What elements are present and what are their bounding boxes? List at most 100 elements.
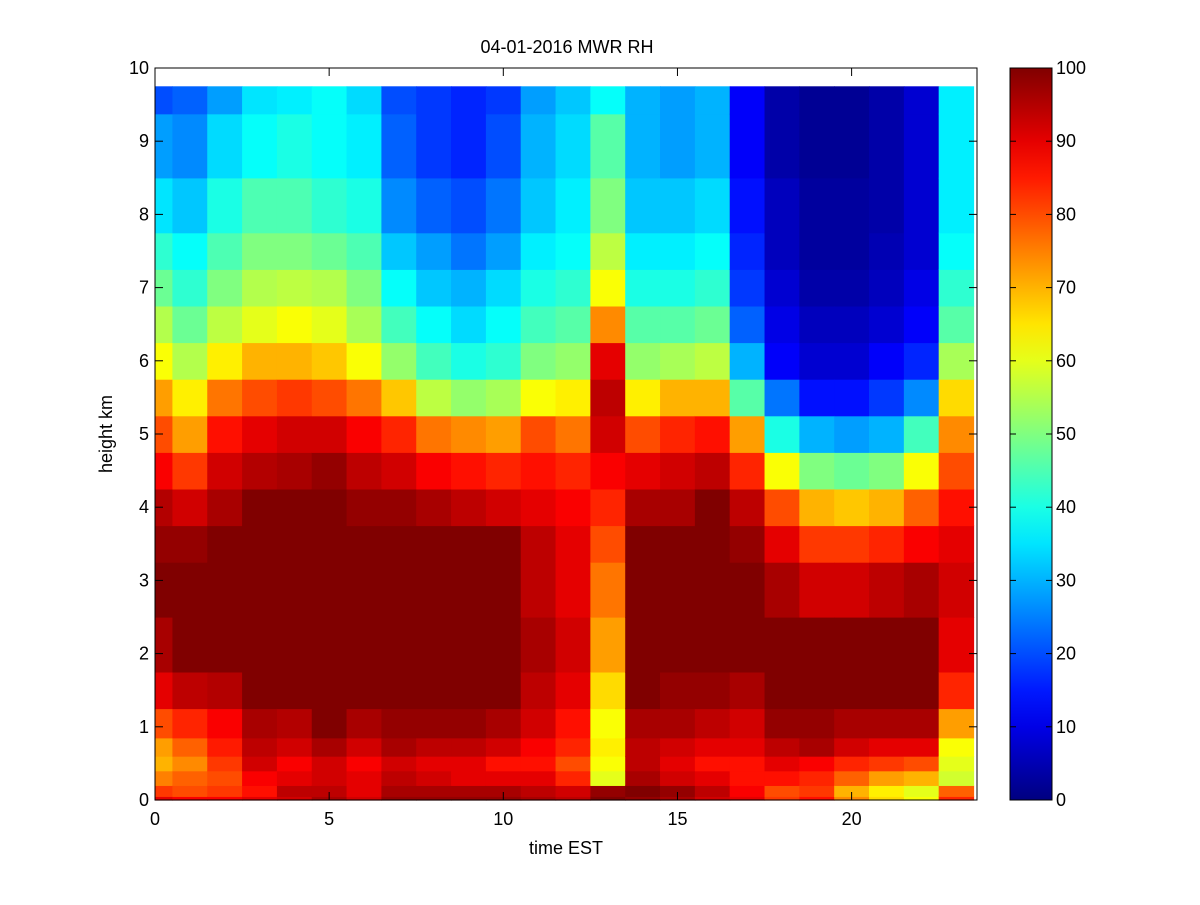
heatmap-cell xyxy=(834,737,870,757)
heatmap-cell xyxy=(555,796,591,801)
heatmap-cell xyxy=(729,671,766,710)
heatmap-cell xyxy=(276,342,313,380)
heatmap-cell xyxy=(155,796,174,801)
heatmap-cell xyxy=(276,269,313,307)
heatmap-cell xyxy=(172,770,208,786)
heatmap-cell xyxy=(155,562,174,618)
heatmap-cell xyxy=(520,525,557,563)
heatmap-cell xyxy=(555,562,591,618)
heatmap-cell xyxy=(799,415,835,453)
heatmap-cell xyxy=(869,415,905,453)
heatmap-cell xyxy=(416,617,452,673)
heatmap-cell xyxy=(207,269,243,307)
heatmap-cell xyxy=(764,269,800,307)
heatmap-cell xyxy=(938,562,975,618)
heatmap-cell xyxy=(729,232,766,270)
heatmap-cell xyxy=(207,770,243,786)
heatmap-cell xyxy=(938,232,975,270)
heatmap-cell xyxy=(381,617,417,673)
heatmap-cell xyxy=(381,770,417,786)
heatmap-cell xyxy=(625,342,661,380)
heatmap-cell xyxy=(903,342,940,380)
heatmap-cell xyxy=(903,269,940,307)
heatmap-cell xyxy=(729,177,766,234)
heatmap-cell xyxy=(694,708,731,739)
heatmap-cell xyxy=(590,86,626,115)
heatmap-cell xyxy=(764,737,800,757)
heatmap-cell xyxy=(834,232,870,270)
heatmap-cell xyxy=(555,269,591,307)
heatmap-cell xyxy=(207,708,243,739)
heatmap-cell xyxy=(207,177,243,234)
heatmap-cell xyxy=(276,785,313,797)
heatmap-cell xyxy=(694,305,731,344)
heatmap-cell xyxy=(729,770,766,786)
heatmap-cell xyxy=(311,415,348,453)
x-axis: 0 5 10 15 20 xyxy=(150,68,862,829)
heatmap-cell xyxy=(381,488,417,527)
heatmap-cell xyxy=(799,305,835,344)
heatmap-cell xyxy=(799,708,835,739)
heatmap-cell xyxy=(869,488,905,527)
heatmap-cell xyxy=(660,737,696,757)
colorbar-tick-label: 80 xyxy=(1056,204,1076,224)
heatmap-cell xyxy=(729,269,766,307)
heatmap-cell xyxy=(869,708,905,739)
heatmap-cell xyxy=(660,785,696,797)
heatmap-cell xyxy=(381,785,417,797)
heatmap-cell xyxy=(276,708,313,739)
heatmap-cell xyxy=(799,379,835,417)
colorbar-tick-label: 0 xyxy=(1056,790,1066,810)
heatmap-cell xyxy=(520,708,557,739)
heatmap-cell xyxy=(625,671,661,710)
heatmap-cell xyxy=(172,737,208,757)
heatmap-cell xyxy=(903,737,940,757)
heatmap-cell xyxy=(242,342,278,380)
heatmap-cell xyxy=(555,737,591,757)
heatmap-cell xyxy=(207,452,243,490)
heatmap-cell xyxy=(242,379,278,417)
heatmap-cell xyxy=(625,379,661,417)
heatmap-cell xyxy=(242,562,278,618)
heatmap-cell xyxy=(520,415,557,453)
heatmap-cell xyxy=(172,785,208,797)
heatmap-cell xyxy=(485,452,522,490)
heatmap-cell xyxy=(729,86,766,115)
heatmap-cell xyxy=(485,488,522,527)
heatmap-cell xyxy=(903,617,940,673)
y-tick-label: 4 xyxy=(139,497,149,517)
y-tick-label: 6 xyxy=(139,351,149,371)
heatmap-cell xyxy=(520,756,557,772)
heatmap-cell xyxy=(938,452,975,490)
heatmap-cell xyxy=(276,177,313,234)
heatmap-cell xyxy=(520,269,557,307)
heatmap-cell xyxy=(520,737,557,757)
heatmap-cell xyxy=(155,305,174,344)
heatmap-cell xyxy=(346,796,382,801)
heatmap-cell xyxy=(694,232,731,270)
y-axis-label: height km xyxy=(96,395,116,473)
heatmap-cell xyxy=(799,756,835,772)
heatmap-cell xyxy=(729,113,766,179)
heatmap-cell xyxy=(416,671,452,710)
heatmap-cell xyxy=(625,785,661,797)
heatmap-cell xyxy=(660,708,696,739)
heatmap-cell xyxy=(903,525,940,563)
heatmap-cell xyxy=(903,756,940,772)
heatmap-cell xyxy=(276,305,313,344)
heatmap-cell xyxy=(381,452,417,490)
heatmap-cell xyxy=(590,305,626,344)
heatmap-cell xyxy=(625,113,661,179)
heatmap-cell xyxy=(590,785,626,797)
heatmap-cell xyxy=(451,488,487,527)
heatmap-cell xyxy=(834,562,870,618)
heatmap-cell xyxy=(764,452,800,490)
heatmap-cell xyxy=(381,671,417,710)
heatmap-cell xyxy=(311,113,348,179)
heatmap-cell xyxy=(903,770,940,786)
heatmap-cell xyxy=(207,796,243,801)
x-tick-label: 15 xyxy=(667,809,687,829)
heatmap-cell xyxy=(451,708,487,739)
heatmap-cell xyxy=(555,785,591,797)
heatmap-cell xyxy=(276,737,313,757)
